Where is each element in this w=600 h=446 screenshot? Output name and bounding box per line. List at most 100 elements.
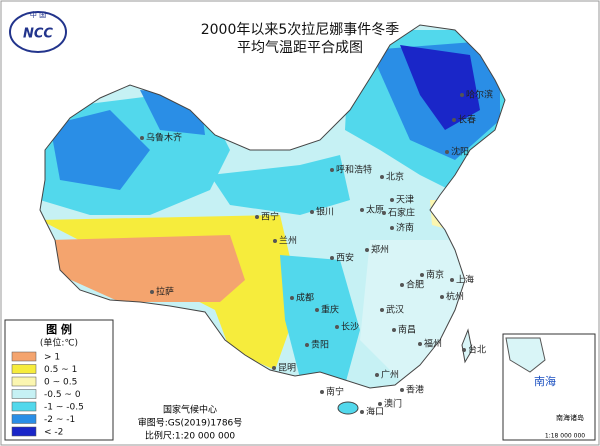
footer-scale: 比例尺:1:20 000 000 bbox=[145, 430, 236, 442]
legend-unit: (单位:℃) bbox=[40, 337, 78, 349]
city-label: 成都 bbox=[296, 292, 314, 304]
city-label: 乌鲁木齐 bbox=[146, 132, 182, 144]
city-dot bbox=[392, 328, 396, 332]
city-label: 沈阳 bbox=[451, 146, 469, 158]
legend-label: < -2 bbox=[44, 428, 63, 438]
legend-label: -0.5 ~ 0 bbox=[44, 390, 81, 400]
city-dot bbox=[420, 273, 424, 277]
city-label: 台北 bbox=[468, 344, 486, 356]
city-dot bbox=[335, 325, 339, 329]
city-dot bbox=[365, 248, 369, 252]
legend-swatch bbox=[11, 351, 37, 362]
city-dot bbox=[452, 118, 456, 122]
city-label: 澳门 bbox=[384, 398, 402, 410]
city-label: 武汉 bbox=[386, 304, 404, 316]
city-dot bbox=[360, 410, 364, 414]
city-dot bbox=[360, 208, 364, 212]
legend-label: 0.5 ~ 1 bbox=[44, 365, 77, 375]
logo-text: NCC bbox=[23, 27, 53, 42]
city-label: 济南 bbox=[396, 222, 414, 234]
city-dot bbox=[380, 308, 384, 312]
city-label: 合肥 bbox=[406, 279, 424, 291]
inset-islands: 南海诸岛 bbox=[556, 413, 584, 422]
city-label: 呼和浩特 bbox=[336, 164, 372, 176]
logo-top: 中 国 bbox=[30, 10, 46, 19]
city-label: 石家庄 bbox=[388, 207, 415, 219]
city-label: 香港 bbox=[406, 384, 424, 396]
city-dot bbox=[400, 388, 404, 392]
city-dot bbox=[315, 308, 319, 312]
city-dot bbox=[378, 402, 382, 406]
city-label: 昆明 bbox=[278, 363, 296, 374]
city-dot bbox=[272, 366, 276, 370]
footer-approval: 审图号:GS(2019)1786号 bbox=[138, 417, 243, 429]
hainan bbox=[337, 401, 359, 415]
city-dot bbox=[390, 198, 394, 202]
city-label: 北京 bbox=[386, 171, 404, 183]
taiwan bbox=[461, 328, 473, 364]
city-dot bbox=[150, 290, 154, 294]
city-label: 西宁 bbox=[261, 211, 279, 223]
city-label: 福州 bbox=[424, 338, 442, 350]
city-label: 拉萨 bbox=[156, 286, 174, 298]
city-label: 银川 bbox=[316, 206, 334, 218]
city-label: 哈尔滨 bbox=[466, 89, 493, 101]
city-label: 太原 bbox=[366, 204, 384, 216]
city-dot bbox=[140, 136, 144, 140]
city-dot bbox=[375, 373, 379, 377]
city-label: 贵阳 bbox=[311, 339, 329, 351]
city-dot bbox=[380, 175, 384, 179]
city-label: 上海 bbox=[456, 274, 474, 286]
city-label: 长沙 bbox=[341, 321, 359, 333]
city-dot bbox=[305, 343, 309, 347]
city-dot bbox=[418, 342, 422, 346]
city-dot bbox=[440, 295, 444, 299]
legend-swatch bbox=[11, 376, 37, 387]
city-dot bbox=[400, 283, 404, 287]
legend-swatch bbox=[11, 414, 37, 424]
logo: 中 国 NCC bbox=[9, 10, 67, 53]
city-label: 郑州 bbox=[371, 244, 389, 256]
legend-label: > 1 bbox=[44, 353, 60, 363]
city-dot bbox=[390, 226, 394, 230]
legend-label: 0 ~ 0.5 bbox=[44, 378, 77, 388]
legend-label: -1 ~ -0.5 bbox=[44, 403, 84, 413]
legend-label: -2 ~ -1 bbox=[44, 415, 75, 425]
title-line1: 2000年以来5次拉尼娜事件冬季 bbox=[201, 22, 400, 38]
city-dot bbox=[462, 348, 466, 352]
legend-swatch bbox=[11, 401, 37, 412]
city-label: 南京 bbox=[426, 269, 444, 281]
city-dot bbox=[320, 390, 324, 394]
inset: 南海 南海诸岛 1:18 000 000 bbox=[502, 333, 596, 441]
city-dot bbox=[273, 239, 277, 243]
city-label: 长春 bbox=[458, 114, 476, 126]
title-line2: 平均气温距平合成图 bbox=[237, 40, 363, 56]
city-label: 海口 bbox=[366, 406, 384, 418]
city-label: 重庆 bbox=[321, 304, 339, 316]
legend-swatch bbox=[11, 364, 37, 374]
inset-sea: 南海 bbox=[534, 374, 556, 388]
inset-coast bbox=[505, 337, 546, 373]
legend-swatch bbox=[11, 389, 37, 399]
city-dot bbox=[460, 93, 464, 97]
city-dot bbox=[255, 215, 259, 219]
city-dot bbox=[445, 150, 449, 154]
city-label: 杭州 bbox=[446, 291, 464, 303]
city-label: 兰州 bbox=[279, 235, 297, 247]
city-label: 广州 bbox=[381, 369, 399, 381]
city-label: 南宁 bbox=[326, 386, 344, 398]
city-label: 南昌 bbox=[398, 324, 416, 336]
footer-agency: 国家气候中心 bbox=[163, 404, 217, 416]
legend-title: 图 例 bbox=[46, 322, 72, 336]
city-dot bbox=[330, 256, 334, 260]
inset-scale: 1:18 000 000 bbox=[545, 433, 585, 440]
legend: 图 例 (单位:℃) > 1 0.5 ~ 1 0 ~ 0.5 -0.5 ~ 0 -1 ~… bbox=[4, 319, 114, 441]
city-label: 西安 bbox=[336, 252, 354, 264]
city-dot bbox=[290, 296, 294, 300]
legend-swatch bbox=[11, 426, 37, 437]
city-label: 天津 bbox=[396, 195, 414, 206]
city-dot bbox=[382, 211, 386, 215]
border bbox=[39, 24, 506, 389]
